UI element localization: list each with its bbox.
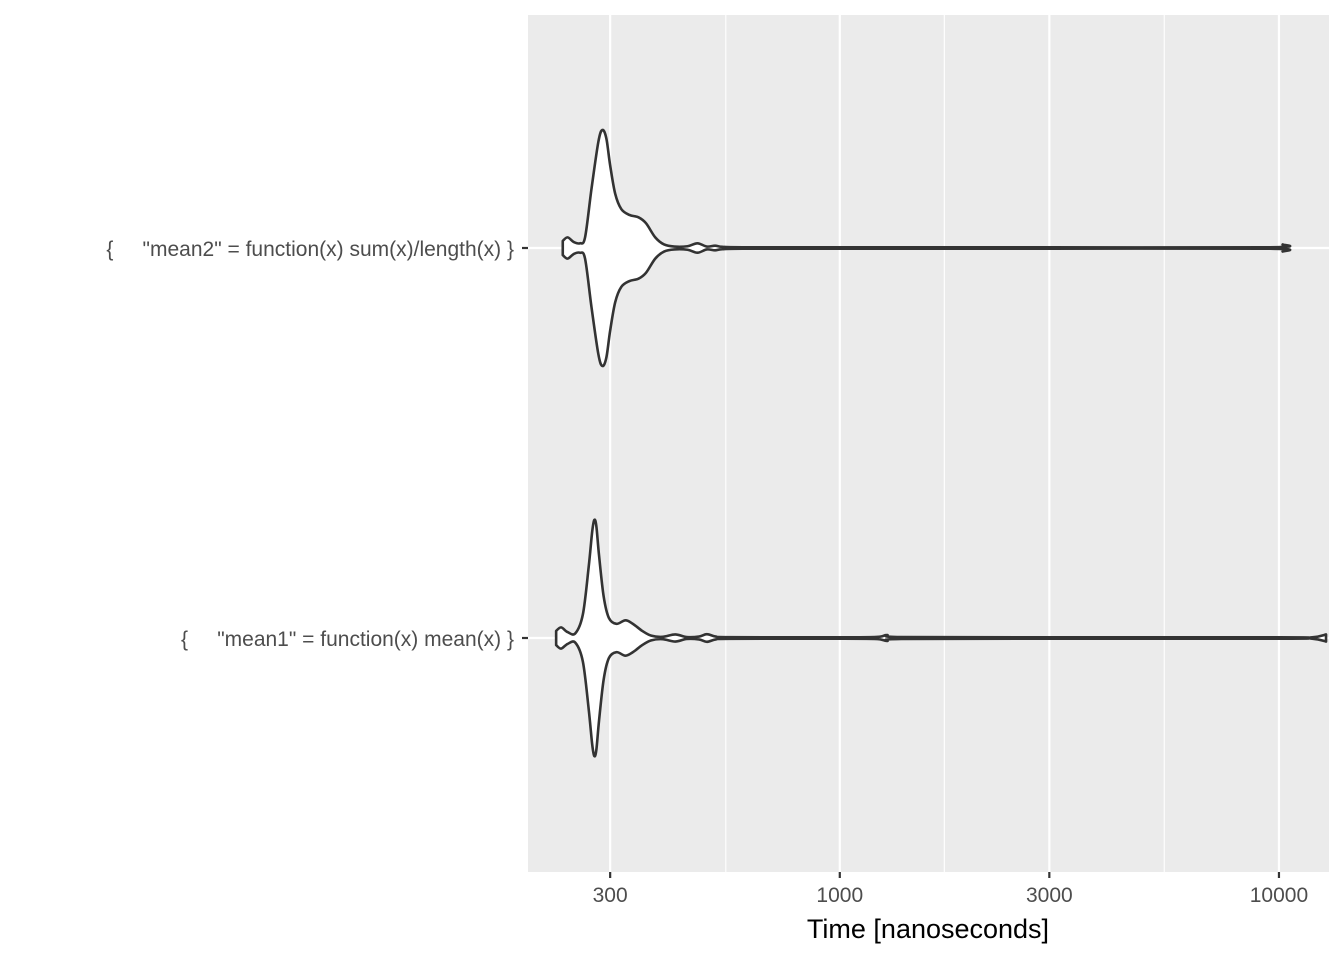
x-tick-label-1: 1000 <box>816 884 863 907</box>
violin-0 <box>561 128 1292 368</box>
violin-1 <box>554 518 1328 758</box>
minor-gridlines <box>725 15 1165 872</box>
x-tick-label-0: 300 <box>593 884 628 907</box>
plot-panel <box>528 15 1329 872</box>
x-axis-title: Time [nanoseconds] <box>807 914 1049 944</box>
y-axis: { "mean2" = function(x) sum(x)/length(x)… <box>106 238 528 651</box>
x-tick-label-3: 10000 <box>1250 884 1308 907</box>
x-axis: 300 1000 3000 10000 <box>593 872 1308 907</box>
y-tick-label-0: { "mean2" = function(x) sum(x)/length(x)… <box>106 238 514 261</box>
violin-layer <box>554 128 1328 758</box>
x-tick-label-2: 3000 <box>1026 884 1073 907</box>
y-tick-label-1: { "mean1" = function(x) mean(x) } <box>181 628 514 651</box>
